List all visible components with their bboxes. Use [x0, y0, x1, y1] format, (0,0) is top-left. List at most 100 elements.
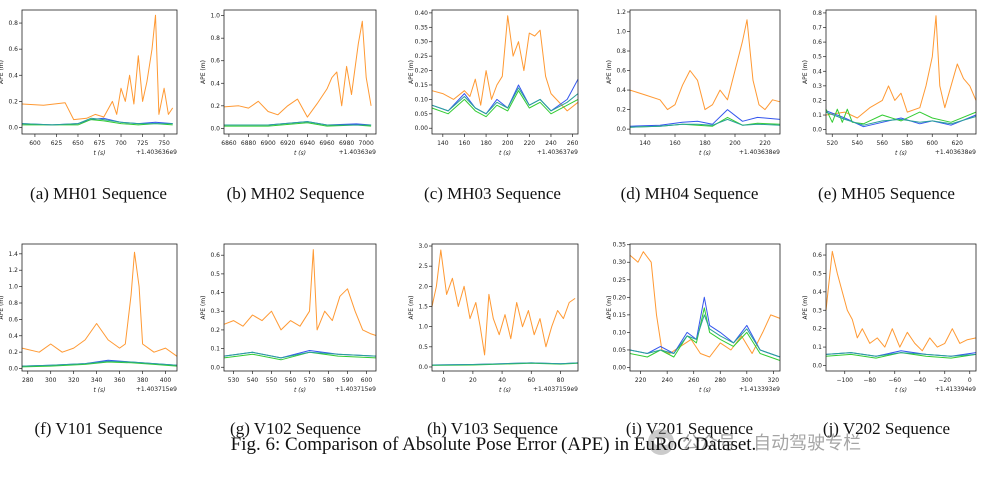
y-axis-label: APE (m) — [802, 60, 809, 84]
x-tick-label: 320 — [768, 377, 780, 384]
x-offset-label: +1.403637e9 — [537, 149, 578, 156]
watermark-text: 公众号 · 自动驾驶专栏 — [682, 433, 862, 454]
x-tick-label: 380 — [137, 377, 149, 384]
y-tick-label: 2.5 — [418, 263, 428, 270]
x-tick-label: 6940 — [300, 140, 315, 147]
y-tick-label: 0.2 — [210, 327, 220, 334]
x-axis-label: t (s) — [895, 150, 907, 157]
y-tick-label: 0.0 — [812, 362, 822, 369]
subcaption-d: (d) MH04 Sequence — [620, 184, 759, 203]
subcaption-f: (f) V101 Sequence — [34, 419, 163, 438]
x-axis-label: t (s) — [499, 150, 511, 157]
series-line-3 — [21, 361, 178, 368]
x-tick-label: 260 — [688, 377, 700, 384]
x-tick-label: 240 — [545, 140, 557, 147]
x-offset-label: +1.403638e9 — [739, 149, 780, 156]
axes-frame — [223, 243, 377, 372]
axes-frame — [431, 243, 579, 372]
x-tick-label: 320 — [68, 377, 80, 384]
subplot-5: 520 540 560 580 600 620 0.0 0.1 0.2 0.3 0.4 0.5 0.6 0… — [802, 9, 977, 157]
y-tick-label: 0.25 — [415, 53, 429, 60]
y-axis-label: APE (m) — [200, 296, 207, 320]
series-line-1 — [21, 251, 178, 357]
y-tick-label: 0.35 — [415, 24, 429, 31]
y-tick-label: 0.35 — [613, 242, 627, 249]
x-tick-label: 340 — [91, 377, 103, 384]
y-tick-label: 0.20 — [613, 294, 627, 301]
x-tick-label: 725 — [137, 140, 149, 147]
x-tick-label: 560 — [877, 140, 889, 147]
y-axis-label: APE (m) — [0, 60, 5, 84]
y-tick-label: 0.10 — [415, 96, 429, 103]
subcaption-i: (i) V201 Sequence — [625, 419, 754, 438]
x-tick-label: 400 — [160, 377, 172, 384]
y-tick-label: 0.8 — [812, 10, 822, 17]
y-tick-label: 1.4 — [8, 251, 18, 258]
series-line-4 — [629, 314, 781, 358]
x-tick-label: 300 — [45, 377, 57, 384]
series-line-3 — [825, 108, 977, 125]
series-line-3 — [825, 352, 977, 359]
subplot-2: 6860 6880 6900 6920 6940 6960 6980 7000 0.0 0.2 0.… — [200, 9, 377, 157]
y-tick-label: 0.0 — [210, 125, 220, 132]
series-line-1 — [21, 14, 174, 121]
y-tick-label: 0.15 — [415, 82, 429, 89]
subcaption-e: (e) MH05 Sequence — [818, 184, 955, 203]
y-axis-label: APE (m) — [408, 296, 415, 320]
y-tick-label: 0.6 — [210, 58, 220, 65]
x-tick-label: 200 — [502, 140, 514, 147]
y-tick-label: 0.0 — [210, 364, 220, 371]
x-tick-label: 6880 — [241, 140, 256, 147]
x-tick-label: 180 — [699, 140, 711, 147]
y-tick-label: 0.2 — [812, 97, 822, 104]
x-tick-label: 60 — [527, 377, 535, 384]
x-tick-label: 550 — [266, 377, 278, 384]
x-tick-label: 0 — [442, 377, 446, 384]
series-line-1 — [629, 19, 781, 111]
x-tick-label: 560 — [285, 377, 297, 384]
y-tick-label: 0.8 — [616, 48, 626, 55]
series-line-2 — [825, 350, 977, 357]
subplot-3: 140 160 180 200 220 240 260 0.00 0.05 0.10 0.15 0.2… — [408, 9, 579, 157]
subcaption-g: (g) V102 Sequence — [230, 419, 361, 438]
x-tick-label: 300 — [741, 377, 753, 384]
y-tick-label: 1.0 — [616, 28, 626, 35]
y-tick-label: 0.0 — [616, 126, 626, 133]
y-tick-label: 0.6 — [210, 252, 220, 259]
x-axis-label: t (s) — [699, 387, 711, 394]
x-tick-label: 6860 — [221, 140, 236, 147]
subplot-9: 220 240 260 280 300 320 0.00 0.05 0.10 0.15 0.20 0.… — [606, 242, 781, 394]
y-tick-label: 0.5 — [418, 344, 428, 351]
y-tick-label: 0.7 — [812, 25, 822, 32]
x-tick-label: 260 — [567, 140, 579, 147]
x-tick-label: 625 — [51, 140, 63, 147]
series-line-3 — [223, 351, 377, 361]
x-axis-label: t (s) — [294, 387, 306, 394]
x-tick-label: −80 — [863, 377, 876, 384]
x-tick-label: 570 — [304, 377, 316, 384]
y-tick-label: 0.10 — [613, 329, 627, 336]
subplot-4: 140 160 180 200 220 0.0 0.2 0.4 0.6 0.8 1.0 1.2 t (s… — [606, 9, 781, 157]
y-tick-label: 1.0 — [8, 284, 18, 291]
x-offset-label: +1.403636e9 — [136, 149, 177, 156]
x-tick-label: 180 — [480, 140, 492, 147]
y-tick-label: 0.05 — [613, 347, 627, 354]
series-line-4 — [629, 118, 781, 128]
subplot-7: 530 540 550 560 570 580 590 600 0.0 0.1 0.2 0.3 0.4 0… — [200, 243, 377, 394]
x-tick-label: 650 — [72, 140, 84, 147]
x-axis-label: t (s) — [294, 150, 306, 157]
series-line-1 — [825, 250, 977, 352]
subcaption-b: (b) MH02 Sequence — [226, 184, 365, 203]
y-tick-label: 0.4 — [8, 333, 18, 340]
y-tick-label: 0.4 — [812, 68, 822, 75]
series-line-1 — [431, 15, 579, 112]
subplot-8: 0 20 40 60 80 0.0 0.5 1.0 1.5 2.0 2.5 3.0 t (s) APE (… — [408, 243, 579, 394]
x-tick-label: 80 — [557, 377, 565, 384]
series-line-1 — [223, 249, 377, 336]
x-tick-label: 540 — [247, 377, 259, 384]
y-tick-label: 0.20 — [415, 68, 429, 75]
y-tick-label: 1.0 — [418, 324, 428, 331]
x-tick-label: 240 — [661, 377, 673, 384]
series-line-4 — [224, 121, 372, 126]
axes-frame — [629, 9, 781, 135]
